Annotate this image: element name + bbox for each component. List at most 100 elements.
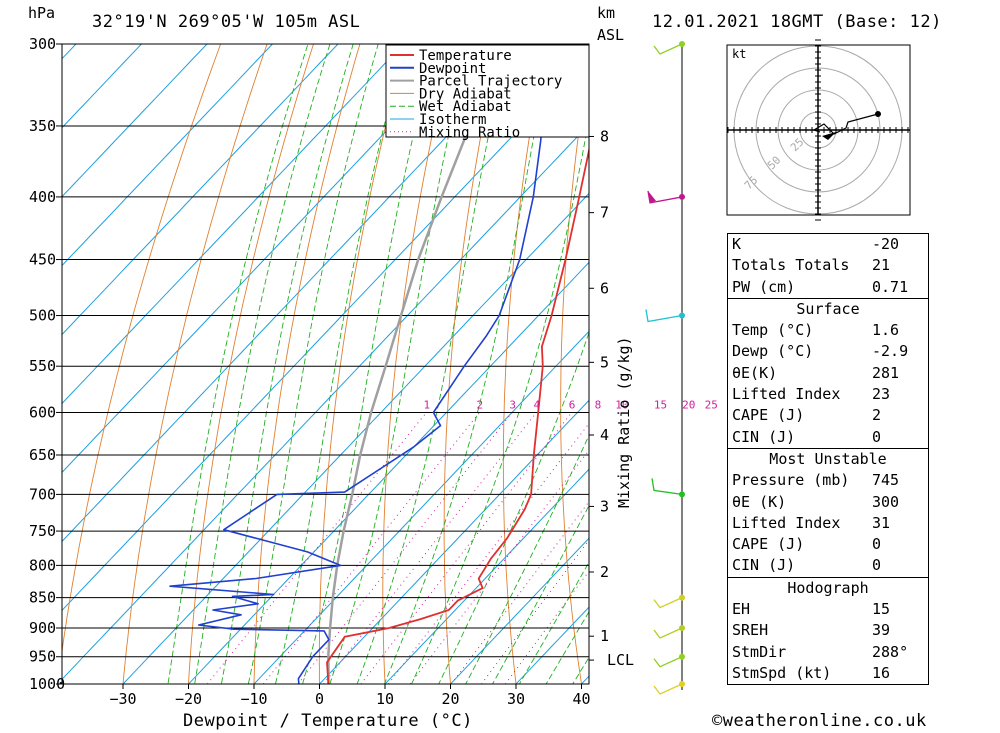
index-label: PW (cm) bbox=[732, 277, 796, 296]
isotherm-line bbox=[62, 44, 339, 336]
mixing-ratio-label: 2 bbox=[477, 398, 484, 411]
mixing-ratio-label: 4 bbox=[533, 398, 540, 411]
wet-adiabat-line bbox=[518, 561, 589, 684]
wet-adiabat-line bbox=[356, 44, 509, 684]
mixing-ratio-label: 25 bbox=[705, 398, 718, 411]
index-label: Pressure (mb) bbox=[732, 471, 850, 490]
mixing-ratio-line bbox=[504, 570, 589, 684]
temperature-tick-label: −30 bbox=[109, 690, 136, 708]
legend-label: Isotherm bbox=[419, 112, 486, 128]
dry-adiabat-line bbox=[188, 44, 314, 684]
index-value: 15 bbox=[872, 600, 891, 619]
hodograph-unit: kt bbox=[732, 47, 746, 61]
mixing-ratio-label: 15 bbox=[654, 398, 667, 411]
pressure-label: 450 bbox=[29, 251, 56, 269]
wind-barb-pennant bbox=[648, 190, 656, 203]
km-tick-label: 4 bbox=[600, 426, 609, 444]
isotherm-line bbox=[449, 537, 589, 684]
isotherm-line bbox=[62, 44, 77, 60]
pressure-label: 750 bbox=[29, 522, 56, 540]
hodograph-block: Hodograph EH 15 SREH 39 StmDir 288° StmSpd … bbox=[728, 576, 928, 684]
index-value: 1.6 bbox=[872, 321, 900, 340]
wind-barb bbox=[653, 627, 683, 639]
index-row: θE(K) 281 bbox=[728, 363, 928, 384]
wet-adiabat-line bbox=[167, 44, 309, 684]
mixing-ratio-label: 20 bbox=[682, 398, 695, 411]
x-axis-label: Dewpoint / Temperature (°C) bbox=[183, 711, 473, 731]
index-value: 0 bbox=[872, 427, 882, 446]
index-value: -2.9 bbox=[872, 342, 909, 361]
wet-adiabat-line bbox=[465, 434, 589, 684]
pressure-label: 900 bbox=[29, 619, 56, 637]
km-tick-label: 7 bbox=[600, 204, 609, 222]
index-value: 745 bbox=[872, 471, 900, 490]
km-tick-label: 5 bbox=[600, 353, 609, 371]
index-label: Dewp (°C) bbox=[732, 342, 814, 361]
asl-label: ASL bbox=[597, 26, 625, 44]
storm-motion-marker bbox=[822, 132, 836, 140]
mixing-ratio-line bbox=[481, 539, 589, 684]
legend-box bbox=[385, 44, 590, 138]
pressure-label: 800 bbox=[29, 556, 56, 574]
index-row: θE (K) 300 bbox=[728, 492, 928, 513]
hodograph-endpoint bbox=[875, 111, 881, 117]
indices-block: K -20 Totals Totals 21 PW (cm) 0.71 bbox=[728, 234, 928, 298]
index-value: 0.71 bbox=[872, 277, 909, 296]
temperature-tick-label: −10 bbox=[240, 690, 267, 708]
dry-adiabat-line bbox=[62, 44, 222, 655]
legend-label: Dewpoint bbox=[419, 61, 486, 77]
isotherm-line bbox=[62, 44, 274, 267]
index-label: Lifted Index bbox=[732, 385, 841, 404]
index-row: Lifted Index 23 bbox=[728, 384, 928, 405]
legend-label: Mixing Ratio bbox=[419, 125, 520, 141]
index-value: 0 bbox=[872, 535, 882, 554]
index-value: 21 bbox=[872, 256, 891, 275]
indices-table: K -20 Totals Totals 21 PW (cm) 0.71 Surface… bbox=[727, 233, 929, 686]
dry-adiabat-line bbox=[917, 0, 1000, 710]
index-label: CAPE (J) bbox=[732, 406, 805, 425]
temperature-line bbox=[326, 146, 589, 684]
dry-adiabat-line bbox=[670, 0, 719, 710]
wet-adiabat-line bbox=[247, 44, 379, 684]
wind-barb bbox=[651, 478, 683, 496]
legend-label: Temperature bbox=[419, 48, 512, 64]
pressure-label: 950 bbox=[29, 648, 56, 666]
pressure-label: 550 bbox=[29, 357, 56, 375]
index-label: CAPE (J) bbox=[732, 535, 805, 554]
mixing-ratio-label: 1 bbox=[423, 398, 430, 411]
surface-title: Surface bbox=[796, 299, 860, 318]
isotherm-line bbox=[62, 44, 405, 405]
legend-label: Wet Adiabat bbox=[419, 99, 512, 115]
mixing-ratio-axis-label: Mixing Ratio (g/kg) bbox=[615, 336, 633, 508]
km-tick-label: 3 bbox=[600, 497, 609, 515]
wind-barb bbox=[653, 597, 683, 609]
legend-label: Parcel Trajectory bbox=[419, 74, 562, 90]
surface-block: Surface Temp (°C) 1.6 Dewp (°C) -2.9 θE(K)… bbox=[728, 297, 928, 448]
index-row: StmDir 288° bbox=[728, 642, 928, 663]
index-row: EH 15 bbox=[728, 599, 928, 620]
temperature-tick-label: 0 bbox=[315, 690, 324, 708]
mixing-ratio-line bbox=[450, 500, 589, 684]
index-label: θE(K) bbox=[732, 363, 778, 382]
parcel-trajectory-line bbox=[327, 60, 500, 684]
index-row: Dewp (°C) -2.9 bbox=[728, 341, 928, 362]
temperature-tick-label: 20 bbox=[441, 690, 459, 708]
index-row: Lifted Index 31 bbox=[728, 513, 928, 534]
credit-text: ©weatheronline.co.uk bbox=[712, 711, 927, 731]
index-label: θE (K) bbox=[732, 492, 787, 511]
index-label: EH bbox=[732, 600, 751, 619]
index-value: 281 bbox=[872, 363, 900, 382]
pressure-label: 850 bbox=[29, 589, 56, 607]
dry-adiabat-line bbox=[962, 0, 1000, 710]
km-tick-label: 8 bbox=[600, 127, 609, 145]
pressure-label: 1000 bbox=[29, 675, 65, 693]
index-value: 0 bbox=[872, 556, 882, 575]
most-unstable-block: Most Unstable Pressure (mb) 745 θE (K) 300… bbox=[728, 447, 928, 577]
wind-barb bbox=[653, 683, 683, 695]
wet-adiabat-line bbox=[274, 44, 406, 684]
temperature-tick-label: 10 bbox=[376, 690, 394, 708]
mixing-ratio-label: 3 bbox=[509, 398, 516, 411]
